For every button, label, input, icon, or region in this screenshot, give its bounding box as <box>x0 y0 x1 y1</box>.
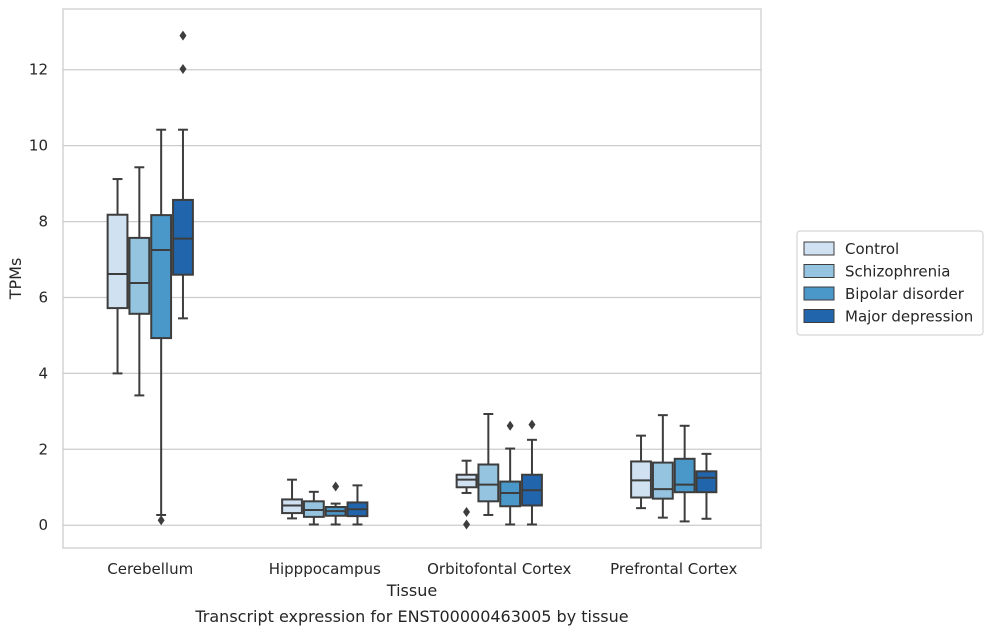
legend-label: Bipolar disorder <box>845 285 965 303</box>
x-tick-label: Prefrontal Cortex <box>610 560 737 578</box>
box-iqr <box>695 470 718 494</box>
x-axis-label: Tissue <box>386 581 437 600</box>
chart-caption: Transcript expression for ENST0000046300… <box>194 607 628 626</box>
y-tick-label: 0 <box>38 516 48 534</box>
box-group <box>455 459 478 530</box>
outlier-point <box>179 30 187 41</box>
x-tick-label: Hipppocampus <box>269 560 381 578</box>
outlier-point <box>179 63 187 74</box>
box-group <box>150 128 173 526</box>
legend-swatch <box>803 264 835 278</box>
box-group <box>106 178 129 375</box>
box-group <box>302 490 325 526</box>
legend-label: Control <box>845 240 899 258</box>
box-group <box>521 419 543 526</box>
box-iqr <box>455 473 478 489</box>
box-iqr <box>651 461 674 500</box>
box-group <box>673 424 696 523</box>
box-group <box>651 414 674 519</box>
plot-frame <box>62 8 762 549</box>
box-group <box>324 481 347 526</box>
legend-swatch <box>803 241 835 256</box>
box-group <box>695 452 718 520</box>
legend-frame <box>796 230 984 336</box>
y-tick-label: 8 <box>38 213 48 231</box>
y-tick-label: 4 <box>38 364 48 382</box>
outlier-point <box>157 515 165 526</box>
box-iqr <box>128 236 151 315</box>
box-iqr <box>673 457 696 494</box>
y-axis-label: TPMs <box>6 258 25 301</box>
outlier-point <box>528 419 536 430</box>
legend-label: Major depression <box>845 308 973 326</box>
y-tick-label: 6 <box>38 288 48 306</box>
box-group <box>172 30 194 320</box>
legend-swatch <box>803 286 835 301</box>
outlier-point <box>463 506 471 517</box>
x-tick-labels: Cerebellum Hipppocampus Orbitofontal Corte… <box>107 560 737 578</box>
box-group <box>477 413 500 516</box>
y-tick-label: 12 <box>29 61 48 79</box>
legend-swatch <box>803 309 835 323</box>
box-group <box>128 166 151 397</box>
box-group <box>281 478 303 520</box>
box-iqr <box>150 214 173 340</box>
legend: Control Schizophrenia Bipolar disorder Majo… <box>796 230 984 336</box>
x-tick-label: Orbitofontal Cortex <box>427 560 571 578</box>
outlier-point <box>332 481 340 492</box>
box-iqr <box>477 463 500 503</box>
y-tick-labels: 0 2 4 6 8 10 12 <box>29 61 48 534</box>
outlier-point <box>463 519 471 530</box>
y-tick-label: 10 <box>29 137 48 155</box>
y-tick-label: 2 <box>38 440 48 458</box>
box-group <box>499 420 522 526</box>
box-plots <box>106 30 718 530</box>
box-iqr <box>106 213 129 310</box>
box-group <box>346 484 369 526</box>
legend-label: Schizophrenia <box>845 263 950 281</box>
outlier-point <box>506 420 514 431</box>
box-iqr <box>172 198 194 276</box>
x-tick-label: Cerebellum <box>107 560 193 578</box>
box-group <box>630 434 652 510</box>
